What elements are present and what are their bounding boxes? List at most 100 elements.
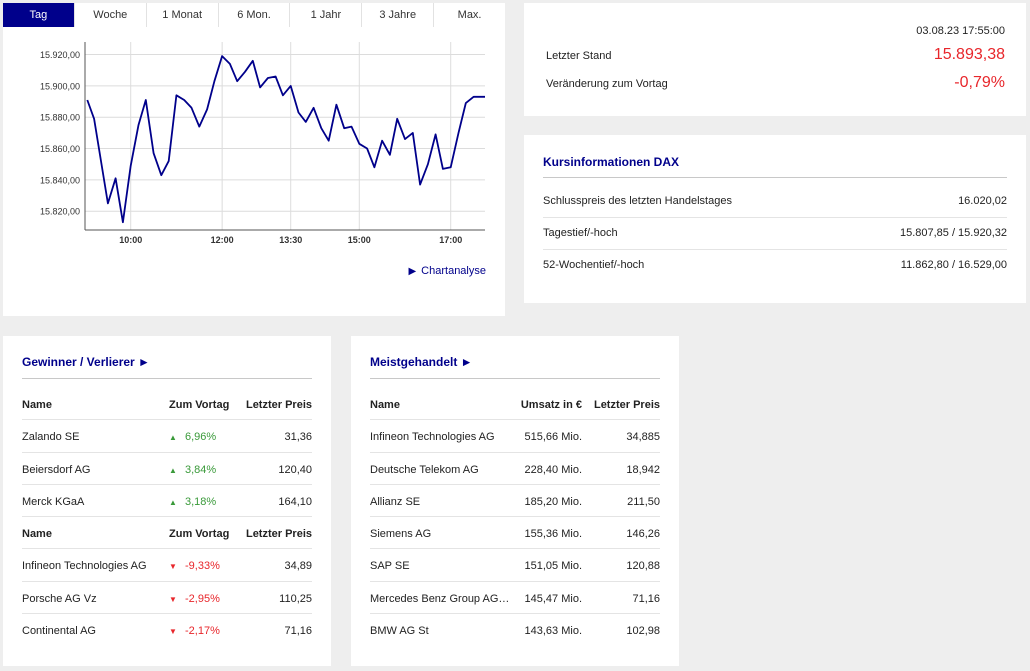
stock-name[interactable]: Porsche AG Vz (22, 592, 97, 605)
x-tick-label: 15:00 (348, 235, 371, 245)
col-name-header: Name (22, 399, 52, 411)
chartanalyse-link[interactable]: ▶ Chartanalyse (408, 265, 486, 277)
gainers-losers-table: Name Zum Vortag Letzter Preis Zalando SE… (22, 388, 312, 646)
price-value: 120,88 (626, 560, 660, 573)
table-row[interactable]: Porsche AG Vz ▼ -2,95% 110,25 (22, 582, 312, 615)
volume-value: 155,36 Mio. (524, 528, 582, 541)
x-tick-label: 12:00 (211, 235, 234, 245)
price-value: 211,50 (627, 495, 660, 508)
stock-name[interactable]: Zalando SE (22, 431, 80, 444)
tab-woche[interactable]: Woche (74, 3, 147, 27)
table-row[interactable]: Zalando SE ▲ 6,96% 31,36 (22, 420, 312, 453)
col-price-header: Letzter Preis (245, 528, 312, 541)
x-tick-label: 17:00 (439, 235, 462, 245)
change-value: -2,17% (185, 625, 220, 638)
price-value: 110,25 (279, 592, 312, 605)
gainers-losers-title[interactable]: Gewinner / Verlierer ► (22, 355, 150, 369)
stock-name[interactable]: Beiersdorf AG (22, 463, 91, 476)
change-label: Veränderung zum Vortag (546, 78, 668, 90)
stock-name[interactable]: Siemens AG (370, 528, 432, 541)
info-value: 11.862,80 / 16.529,00 (900, 259, 1007, 271)
info-title: Kursinformationen DAX (543, 155, 680, 169)
stock-name[interactable]: Merck KGaA (22, 495, 85, 508)
quote-panel: 03.08.23 17:55:00 Letzter Stand 15.893,3… (524, 3, 1026, 116)
y-tick-label: 15.880,00 (40, 113, 80, 123)
volume-value: 185,20 Mio. (524, 495, 582, 508)
table-row[interactable]: Beiersdorf AG ▲ 3,84% 120,40 (22, 453, 312, 485)
table-header: Name Umsatz in € Letzter Preis (370, 388, 660, 421)
tab-1-jahr[interactable]: 1 Jahr (290, 3, 363, 27)
x-tick-label: 10:00 (119, 235, 142, 245)
price-chart[interactable]: 15.820,00 15.840,00 15.860,00 15.880,00 15.9… (3, 27, 505, 257)
stock-name[interactable]: Mercedes Benz Group AG ... (370, 592, 510, 605)
volume-value: 515,66 Mio. (524, 431, 582, 444)
stock-name[interactable]: Infineon Technologies AG (22, 560, 147, 573)
change-value: 3,18% (185, 495, 217, 508)
stock-name[interactable]: SAP SE (370, 560, 410, 573)
price-value: 164,10 (278, 495, 312, 508)
x-tick-label: 13:30 (279, 235, 302, 245)
quote-timestamp: 03.08.23 17:55:00 (916, 25, 1005, 37)
last-value: 15.893,38 (933, 46, 1005, 63)
stock-name[interactable]: BMW AG St (370, 625, 429, 638)
change-value: 3,84% (185, 463, 217, 476)
change-value: 6,96% (185, 431, 217, 444)
table-row[interactable]: BMW AG St 143,63 Mio. 102,98 (370, 614, 660, 646)
change-cell: ▲ 3,18% (169, 496, 216, 508)
col-price-header: Letzter Preis (245, 399, 312, 411)
col-change-header: Zum Vortag (169, 399, 230, 411)
info-value: 15.807,85 / 15.920,32 (899, 227, 1007, 239)
col-volume-header: Umsatz in € (520, 399, 582, 411)
table-row[interactable]: Mercedes Benz Group AG ... 145,47 Mio. 7… (370, 582, 660, 615)
arrow-down-icon: ▼ (169, 594, 177, 604)
arrow-down-icon: ▼ (169, 627, 177, 637)
title-divider (370, 378, 660, 379)
table-row[interactable]: Deutsche Telekom AG 228,40 Mio. 18,942 (370, 453, 660, 485)
change-value: -0,79% (954, 74, 1005, 91)
arrow-up-icon: ▲ (169, 433, 177, 443)
tab-max[interactable]: Max. (434, 3, 506, 27)
info-value: 16.020,02 (958, 195, 1007, 207)
col-price-header: Letzter Preis (593, 399, 660, 411)
gainers-losers-panel: Gewinner / Verlierer ► Name Zum Vortag L… (3, 336, 331, 666)
table-header: Name Zum Vortag Letzter Preis (22, 517, 312, 550)
table-row[interactable]: Infineon Technologies AG 515,66 Mio. 34,… (370, 420, 660, 453)
info-panel: Kursinformationen DAX Schlusspreis des l… (524, 135, 1026, 303)
info-label: Tagestief/-hoch (543, 227, 618, 239)
col-name-header: Name (370, 399, 400, 411)
tab-1-monat[interactable]: 1 Monat (146, 3, 219, 27)
info-row: 52-Wochentief/-hoch 11.862,80 / 16.529,0… (543, 250, 1007, 282)
price-value: 31,36 (284, 431, 312, 444)
arrow-down-icon: ▼ (169, 562, 177, 572)
stock-name[interactable]: Continental AG (22, 625, 96, 638)
most-traded-title[interactable]: Meistgehandelt ► (370, 355, 473, 369)
col-change-header: Zum Vortag (169, 528, 230, 541)
last-value-row: Letzter Stand 15.893,38 (546, 44, 1005, 64)
table-row[interactable]: SAP SE 151,05 Mio. 120,88 (370, 549, 660, 582)
col-name-header: Name (22, 528, 52, 541)
table-row[interactable]: Infineon Technologies AG ▼ -9,33% 34,89 (22, 549, 312, 582)
y-tick-label: 15.920,00 (40, 50, 80, 60)
table-row[interactable]: Continental AG ▼ -2,17% 71,16 (22, 614, 312, 646)
table-row[interactable]: Merck KGaA ▲ 3,18% 164,10 (22, 485, 312, 518)
change-value: -2,95% (185, 592, 220, 605)
info-label: Schlusspreis des letzten Handelstages (543, 195, 732, 207)
tab-tag[interactable]: Tag (3, 3, 75, 27)
stock-name[interactable]: Allianz SE (370, 495, 421, 508)
table-row[interactable]: Allianz SE 185,20 Mio. 211,50 (370, 485, 660, 518)
price-value: 71,16 (284, 625, 312, 638)
price-value: 71,16 (632, 592, 660, 605)
table-row[interactable]: Siemens AG 155,36 Mio. 146,26 (370, 517, 660, 550)
last-value-label: Letzter Stand (546, 50, 612, 62)
price-value: 34,89 (284, 560, 312, 573)
change-cell: ▼ -9,33% (169, 560, 220, 572)
play-icon: ▶ (408, 266, 417, 277)
stock-name[interactable]: Deutsche Telekom AG (370, 463, 479, 476)
tab-3-jahre[interactable]: 3 Jahre (362, 3, 435, 27)
tab-6-mon[interactable]: 6 Mon. (218, 3, 291, 27)
volume-value: 151,05 Mio. (524, 560, 582, 573)
stock-name[interactable]: Infineon Technologies AG (370, 431, 495, 444)
info-row: Tagestief/-hoch 15.807,85 / 15.920,32 (543, 218, 1007, 250)
arrow-up-icon: ▲ (169, 465, 177, 475)
title-divider (543, 177, 1007, 178)
